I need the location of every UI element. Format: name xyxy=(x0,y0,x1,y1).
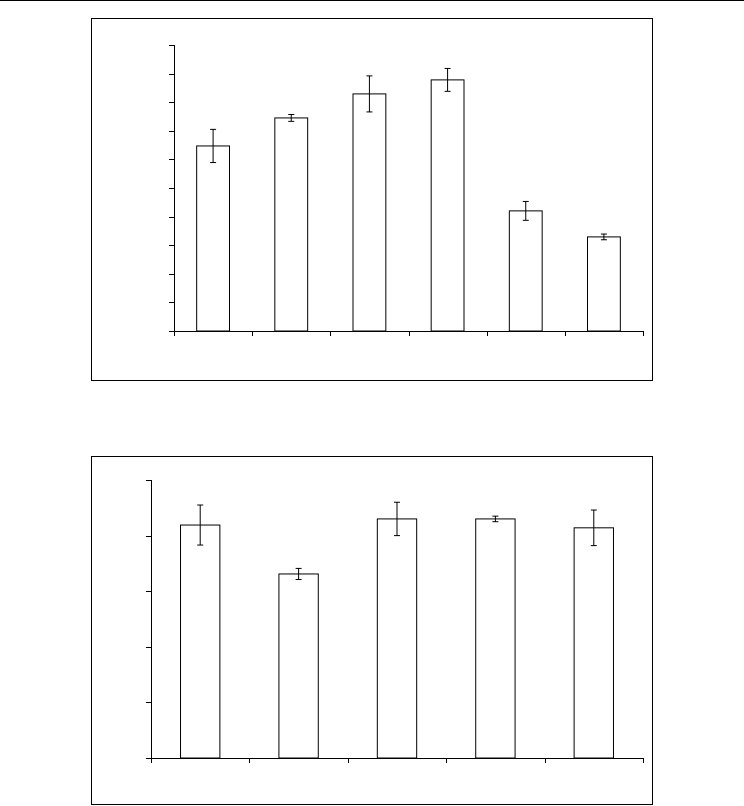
bar xyxy=(475,518,516,759)
bar xyxy=(587,236,621,332)
chart-frame xyxy=(91,18,653,381)
bar xyxy=(508,210,543,332)
bar xyxy=(196,145,230,332)
bar xyxy=(352,93,387,332)
bar xyxy=(180,524,221,759)
chart-frame xyxy=(91,456,653,805)
bar xyxy=(274,117,309,332)
bar xyxy=(278,573,319,759)
bar xyxy=(376,518,418,759)
bar xyxy=(573,527,614,759)
bar xyxy=(430,79,465,332)
